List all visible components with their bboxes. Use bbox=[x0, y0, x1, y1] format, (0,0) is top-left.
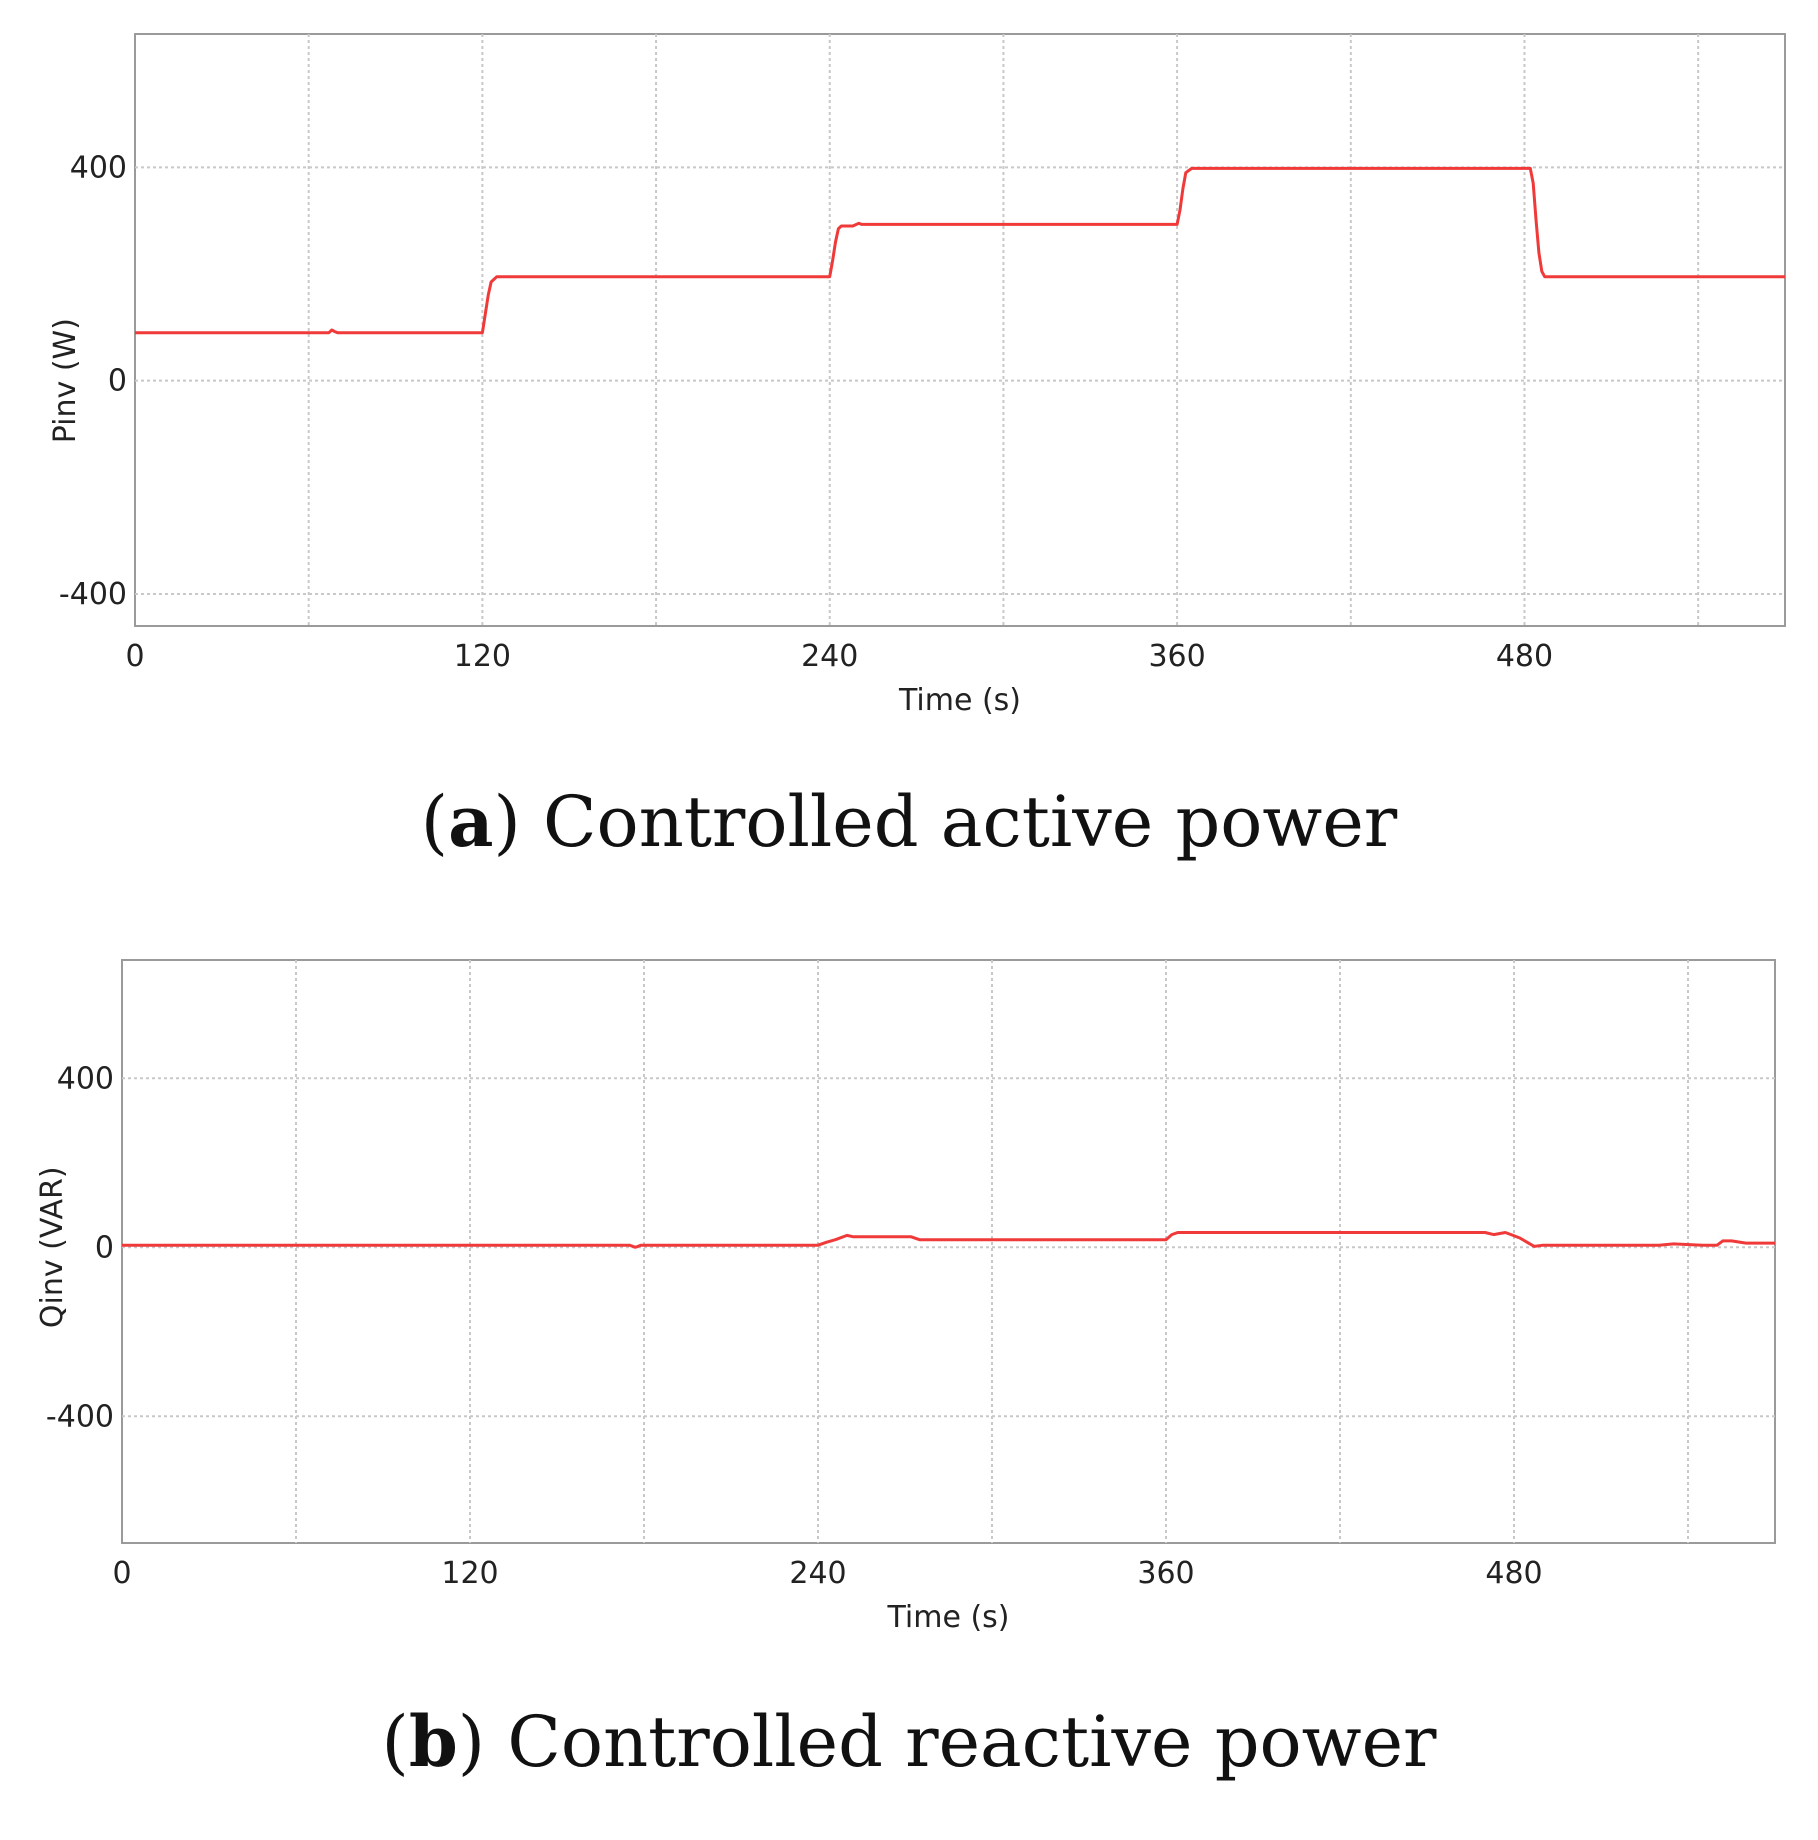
caption-b-text: Controlled reactive power bbox=[507, 1701, 1437, 1783]
chart-b-x-axis-title: Time (s) bbox=[887, 1600, 1010, 1635]
chart-b-y-tick-label: 0 bbox=[95, 1230, 114, 1265]
chart-a-series-line-pinv bbox=[135, 166, 1785, 335]
chart-b-x-tick-label: 240 bbox=[789, 1556, 846, 1591]
chart-b-x-tick-label: 480 bbox=[1485, 1556, 1542, 1591]
chart-a-y-tick-label: 400 bbox=[70, 150, 127, 185]
chart-a-x-tick-label: 120 bbox=[454, 639, 511, 674]
chart-a-y-tick-label: 0 bbox=[108, 364, 127, 399]
reactive-power-chart: 0 120 240 360 480 400 0 -400 Time (s) Qinv (VAR) bbox=[35, 959, 1776, 1635]
chart-b-series-line-qinv bbox=[122, 1231, 1775, 1249]
caption-a-text: Controlled active power bbox=[543, 781, 1398, 863]
chart-a-x-tick-label: 240 bbox=[801, 639, 858, 674]
chart-b-plot-frame bbox=[121, 959, 1776, 1544]
caption-a: (a) Controlled active power bbox=[420, 780, 1398, 863]
caption-a-letter: a bbox=[448, 780, 494, 863]
chart-a-x-tick-label: 480 bbox=[1496, 639, 1553, 674]
chart-a-y-axis-title: Pinv (W) bbox=[48, 318, 83, 443]
active-power-chart: 0 120 240 360 480 400 0 -400 Time (s) Pinv (W) bbox=[48, 33, 1786, 718]
chart-a-plot-frame bbox=[134, 33, 1786, 627]
chart-b-y-tick-label: 400 bbox=[57, 1061, 114, 1096]
chart-b-y-axis-title: Qinv (VAR) bbox=[35, 1166, 70, 1328]
chart-a-x-axis-title: Time (s) bbox=[898, 683, 1021, 718]
chart-a-x-tick-label: 0 bbox=[125, 639, 144, 674]
chart-b-x-tick-label: 120 bbox=[441, 1556, 498, 1591]
caption-b: (b) Controlled reactive power bbox=[381, 1700, 1437, 1783]
chart-a-y-tick-label: -400 bbox=[59, 577, 127, 612]
caption-b-letter: b bbox=[408, 1700, 458, 1783]
chart-a-x-tick-label: 360 bbox=[1148, 639, 1205, 674]
chart-b-y-tick-label: -400 bbox=[46, 1399, 114, 1434]
chart-b-x-tick-label: 360 bbox=[1137, 1556, 1194, 1591]
chart-b-x-tick-label: 0 bbox=[112, 1556, 131, 1591]
